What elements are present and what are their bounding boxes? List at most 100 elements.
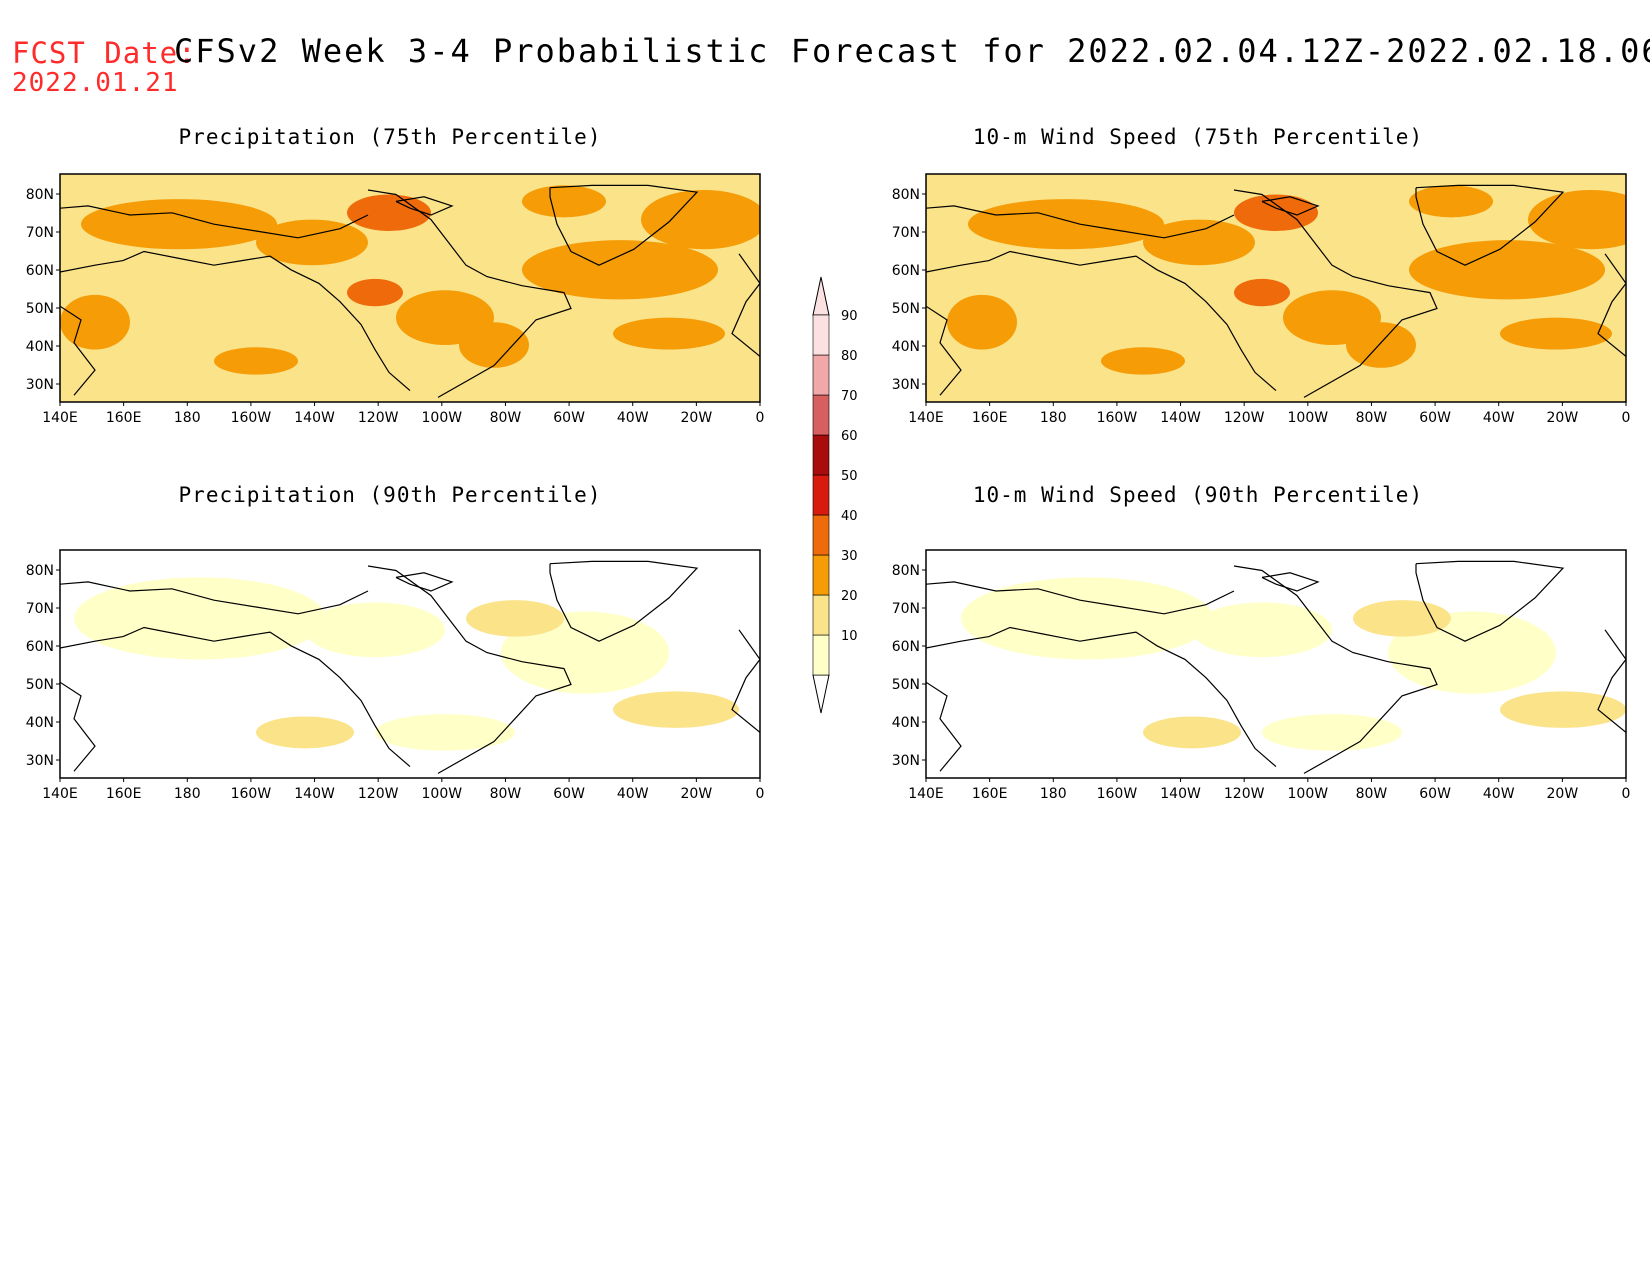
lon-tick-label: 40W [1483, 410, 1515, 426]
lat-tick-label: 80N [26, 563, 54, 579]
anomaly-contour [375, 714, 515, 751]
anomaly-contour [522, 185, 606, 218]
colorbar: 10 20 30 40 50 60 70 80 90 [812, 276, 858, 714]
colorbar-swatch [812, 594, 830, 636]
panel-title-precip-90: Precipitation (90th Percentile) [178, 483, 602, 507]
lon-tick-label: 120W [358, 786, 399, 802]
colorbar-label: 20 [841, 589, 858, 604]
panel-title-precip-75: Precipitation (75th Percentile) [178, 125, 602, 149]
lon-tick-label: 140E [42, 786, 78, 802]
colorbar-label: 90 [841, 309, 858, 324]
colorbar-swatch [812, 514, 830, 556]
lon-tick-label: 180 [174, 786, 201, 802]
lat-tick-label: 70N [892, 601, 920, 617]
lat-tick-label: 30N [26, 377, 54, 393]
lon-tick-label: 140E [42, 410, 78, 426]
coastline [60, 305, 96, 396]
anomaly-contour [1143, 716, 1241, 749]
lon-tick-label: 100W [422, 786, 463, 802]
anomaly-contour [947, 294, 1017, 350]
lon-tick-label: 120W [358, 410, 399, 426]
colorbar-label: 40 [841, 509, 858, 524]
map-panel-2: 140E 160E 180 160W 140W 120W 100W 80W 60W 40W 20W 0… [892, 173, 1631, 426]
coastline [1415, 184, 1565, 266]
coastline [926, 205, 1235, 239]
lat-tick-label: 50N [26, 677, 54, 693]
anomaly-contour [347, 194, 431, 231]
lat-tick-label: 40N [26, 339, 54, 355]
map-panel-3: 140E 160E 180 160W 140W 120W 100W 80W 60W 40W 20W 0… [26, 549, 764, 802]
anomaly-contour [1409, 185, 1493, 218]
colorbar-label: 80 [841, 349, 858, 364]
anomaly-contour [256, 219, 368, 266]
anomaly-contour [1234, 278, 1290, 307]
colorbar-swatch [812, 394, 830, 436]
lat-tick-label: 40N [892, 715, 920, 731]
lon-tick-label: 20W [1547, 410, 1579, 426]
lon-tick-label: 140E [908, 410, 944, 426]
lon-tick-label: 160E [106, 786, 142, 802]
map-panel-1: 140E 160E 180 160W 140W 120W 100W 80W 60W 40W 20W 0… [26, 173, 765, 426]
colorbar-label: 10 [841, 629, 858, 644]
lon-tick-label: 140E [908, 786, 944, 802]
anomaly-contour [305, 602, 445, 658]
anomaly-contour [1353, 600, 1451, 637]
page-title: CFSv2 Week 3-4 Probabilistic Forecast fo… [174, 32, 1650, 70]
colorbar-swatch [812, 434, 830, 476]
colorbar-label: 60 [841, 429, 858, 444]
lat-tick-label: 40N [26, 715, 54, 731]
anomaly-contour [522, 240, 718, 300]
map-frame [925, 549, 1627, 779]
forecast-date-value: 2022.01.21 [12, 68, 179, 98]
coastline [1415, 560, 1565, 642]
lon-tick-label: 160E [972, 410, 1008, 426]
anomaly-contour [60, 294, 130, 350]
anomaly-contour [1409, 240, 1605, 300]
anomaly-contour [1346, 322, 1416, 368]
anomaly-contour [641, 189, 760, 250]
lon-tick-label: 140W [1160, 410, 1201, 426]
colorbar-label: 70 [841, 389, 858, 404]
forecast-date-label: FCST Date: [12, 36, 197, 70]
coastline [367, 189, 572, 398]
anomaly-contour [459, 322, 529, 368]
map-frame [925, 173, 1627, 403]
colorbar-swatch [812, 554, 830, 596]
lat-tick-label: 40N [892, 339, 920, 355]
lon-tick-label: 60W [1419, 786, 1451, 802]
map-frame [59, 173, 761, 403]
lon-tick-label: 40W [617, 786, 649, 802]
anomaly-contour [1192, 602, 1332, 658]
lon-tick-label: 100W [1288, 786, 1329, 802]
lon-tick-label: 40W [617, 410, 649, 426]
anomaly-contour [74, 577, 326, 660]
anomaly-contour [1500, 317, 1612, 350]
colorbar-swatch [812, 354, 830, 396]
coastline [731, 253, 760, 357]
lon-tick-label: 20W [681, 410, 713, 426]
coastline [367, 565, 572, 774]
anomaly-contour [347, 278, 403, 307]
panel-title-wind-75: 10-m Wind Speed (75th Percentile) [972, 125, 1424, 149]
coastline [926, 681, 962, 772]
lon-tick-label: 60W [553, 410, 585, 426]
colorbar-swatch [812, 314, 830, 356]
lon-tick-label: 20W [1547, 786, 1579, 802]
lat-tick-label: 30N [26, 753, 54, 769]
map-panel-4: 140E 160E 180 160W 140W 120W 100W 80W 60W 40W 20W 0… [892, 549, 1630, 802]
lon-tick-label: 0 [1622, 410, 1631, 426]
lon-tick-label: 60W [553, 786, 585, 802]
anomaly-contour [256, 716, 354, 749]
lat-tick-label: 80N [892, 187, 920, 203]
coastline [60, 681, 96, 772]
lon-tick-label: 140W [1160, 786, 1201, 802]
lat-tick-label: 80N [892, 563, 920, 579]
lat-tick-label: 80N [26, 187, 54, 203]
colorbar-swatch [812, 474, 830, 516]
lon-tick-label: 0 [756, 410, 765, 426]
lat-tick-label: 70N [26, 225, 54, 241]
anomaly-contour [1262, 714, 1402, 751]
lon-tick-label: 100W [422, 410, 463, 426]
lat-tick-label: 60N [26, 263, 54, 279]
